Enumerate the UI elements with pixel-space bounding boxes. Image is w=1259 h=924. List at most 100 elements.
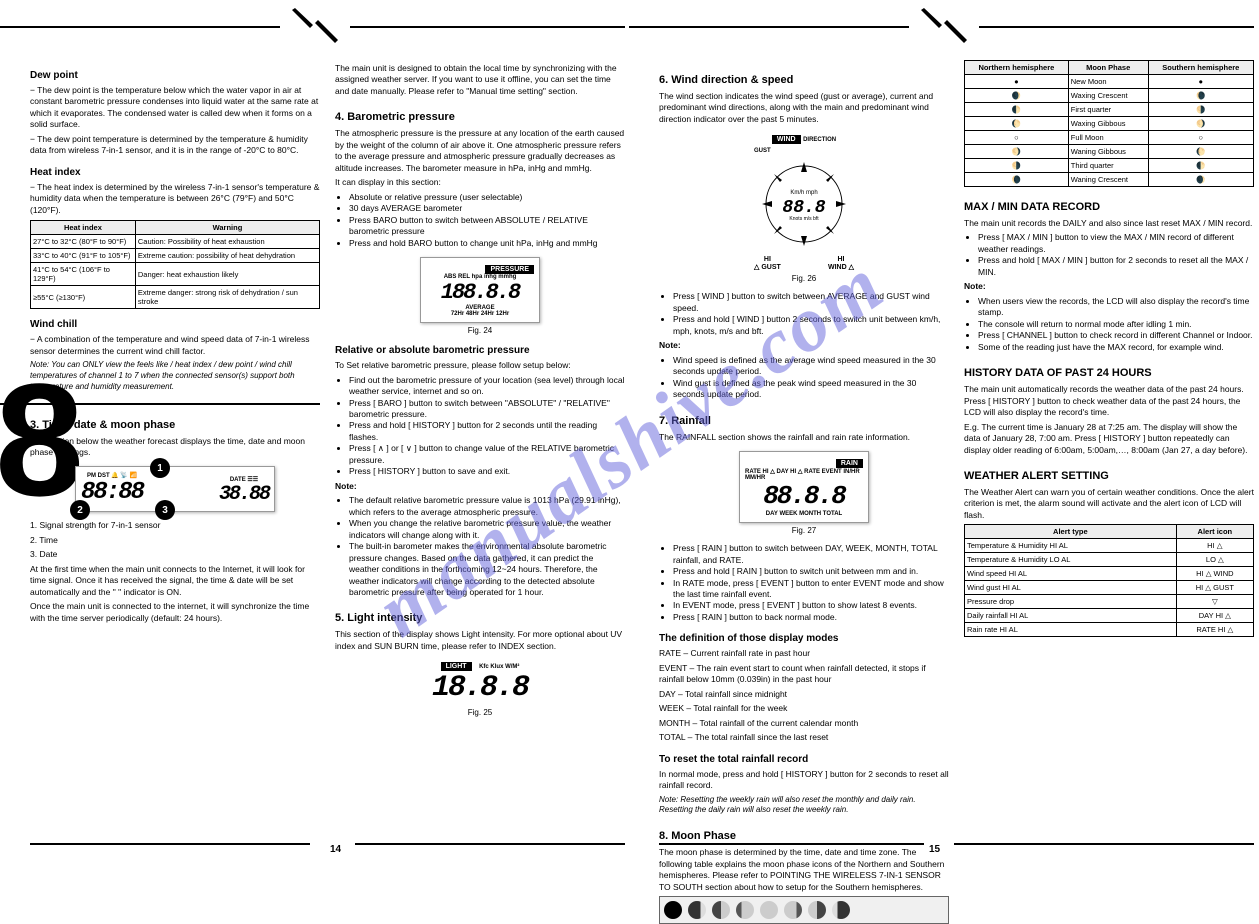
alert-r2: Temperature & Humidity LO AL xyxy=(965,553,1177,567)
maxmin-list: Press [ MAX / MIN ] button to view the M… xyxy=(978,232,1254,278)
def-week: WEEK – Total rainfall for the week xyxy=(659,703,949,714)
fig-wind-cap: Fig. 26 xyxy=(659,274,949,283)
moon-r4: Waxing Gibbous xyxy=(1068,117,1148,131)
heat-r4b: Extreme danger: strong risk of dehydrati… xyxy=(135,286,319,309)
alert-r1: Temperature & Humidity HI AL xyxy=(965,539,1177,553)
light-units: Kfc Klux W/M² xyxy=(479,664,519,670)
time-p3: Once the main unit is connected to the i… xyxy=(30,601,320,624)
note2-li3: The built-in barometer makes the environ… xyxy=(349,541,625,598)
relabs-li4: Press [ ∧ ] or [ ∨ ] button to change va… xyxy=(349,443,625,466)
relabs-list: Find out the barometric pressure of your… xyxy=(349,375,625,478)
wind-units2: Knots m/s bft xyxy=(789,216,819,222)
alert-p: The Weather Alert can warn you of certai… xyxy=(964,487,1254,521)
wind-digits-svg: 88.8 xyxy=(782,198,825,218)
rain-digits: 88.8.8 xyxy=(745,481,863,511)
s6-li2: Press and hold [ WIND ] button 2 seconds… xyxy=(673,314,949,337)
header-rule-right-2 xyxy=(979,26,1254,28)
page-number-right: 15 xyxy=(929,844,940,855)
relabs-li3: Press and hold [ HISTORY ] button for 2 … xyxy=(349,420,625,443)
def-total: TOTAL – The total rainfall since the las… xyxy=(659,732,949,743)
moon-wang-icon xyxy=(784,901,802,919)
pressure-digits: 188.8.8 xyxy=(426,280,534,305)
callout-2-label: 2. Time xyxy=(30,535,320,546)
rain-bottom: DAY WEEK MONTH TOTAL xyxy=(745,511,863,517)
column-d: Northern hemisphere Moon Phase Southern … xyxy=(964,60,1254,637)
moon-r1: New Moon xyxy=(1068,75,1148,89)
note-wind-list: Wind speed is defined as the average win… xyxy=(673,355,949,401)
header-rule-left-2 xyxy=(350,26,625,28)
maxmin-note-li4: Some of the reading just have the MAX re… xyxy=(978,342,1254,353)
heat-r3a: 41°C to 54°C (106°F to 129°F) xyxy=(31,263,136,286)
moon-new-icon xyxy=(664,901,682,919)
s6-li1: Press [ WIND ] button to switch between … xyxy=(673,291,949,314)
heat-index-p1: − The heat index is determined by the wi… xyxy=(30,182,320,216)
moon-phase-table: Northern hemisphere Moon Phase Southern … xyxy=(964,60,1254,187)
def-rate: RATE – Current rainfall rate in past hou… xyxy=(659,648,949,659)
alert-th1: Alert type xyxy=(965,525,1177,539)
moon-strip xyxy=(659,896,949,924)
moon-r5: Full Moon xyxy=(1068,131,1148,145)
note-wind-heading: Note: xyxy=(659,340,949,351)
maxmin-note-heading: Note: xyxy=(964,281,1254,292)
callout-1-label: 1. Signal strength for 7-in-1 sensor xyxy=(30,520,320,531)
s4-list: Absolute or relative pressure (user sele… xyxy=(349,192,625,249)
heat-index-table: Heat indexWarning 27°C to 32°C (80°F to … xyxy=(30,220,320,309)
maxmin-note-li1: When users view the records, the LCD wil… xyxy=(978,296,1254,319)
s4-li2: 30 days AVERAGE barometer xyxy=(349,203,625,214)
s7-p1: The RAINFALL section shows the rainfall … xyxy=(659,432,949,443)
maxmin-p1: The main unit records the DAILY and also… xyxy=(964,218,1254,229)
wind-units1: Km/h mph xyxy=(790,190,817,196)
section-divider xyxy=(0,403,320,405)
s4-li3: Press BARO button to switch between ABSO… xyxy=(349,215,625,238)
reset-title: To reset the total rainfall record xyxy=(659,754,949,765)
moon-r7: Third quarter xyxy=(1068,159,1148,173)
fig-pressure-cap: Fig. 24 xyxy=(335,326,625,335)
heat-r2b: Extreme caution: possibility of heat deh… xyxy=(135,249,319,263)
wind-header: WIND xyxy=(772,135,801,144)
reset-note: Note: Resetting the weekly rain will als… xyxy=(659,795,949,817)
time-p2: At the first time when the main unit con… xyxy=(30,564,320,598)
alert-r7: Rain rate HI AL xyxy=(965,623,1177,637)
note-feels-like: Note: You can ONLY view the feels like /… xyxy=(30,360,320,392)
section8-title: 8. Moon Phase xyxy=(659,830,949,842)
relabs-li1: Find out the barometric pressure of your… xyxy=(349,375,625,398)
maxmin-title: MAX / MIN DATA RECORD xyxy=(964,201,1254,213)
rain-header: RAIN xyxy=(836,459,863,468)
note-wind-li1: Wind speed is defined as the average win… xyxy=(673,355,949,378)
def-event: EVENT – The rain event start to count wh… xyxy=(659,663,949,686)
moon-fq-icon xyxy=(712,901,730,919)
relabs-li5: Press [ HISTORY ] button to save and exi… xyxy=(349,466,625,477)
s6-list: Press [ WIND ] button to switch between … xyxy=(673,291,949,337)
callout-3-label: 3. Date xyxy=(30,549,320,560)
s7-li5: Press [ RAIN ] button to back normal mod… xyxy=(673,612,949,623)
pressure-header: PRESSURE xyxy=(485,265,534,274)
alert-r3: Wind speed HI AL xyxy=(965,567,1177,581)
section5-title: 5. Light intensity xyxy=(335,612,625,624)
alert-r6: Daily rainfall HI AL xyxy=(965,609,1177,623)
heat-r1a: 27°C to 32°C (80°F to 90°F) xyxy=(31,235,136,249)
heat-th-idx: Heat index xyxy=(31,221,136,235)
s7-li4: In EVENT mode, press [ EVENT ] button to… xyxy=(673,600,949,611)
moon-r3: First quarter xyxy=(1068,103,1148,117)
light-header: LIGHT xyxy=(441,662,472,671)
s6-p1: The wind section indicates the wind spee… xyxy=(659,91,949,125)
header-rule-right xyxy=(629,26,909,28)
alert-r4: Wind gust HI AL xyxy=(965,581,1177,595)
note2-heading: Note: xyxy=(335,481,625,492)
heat-index-title: Heat index xyxy=(30,167,320,178)
heat-r4a: ≥55°C (≥130°F) xyxy=(31,286,136,309)
footer-rule-left-2 xyxy=(355,843,625,845)
maxmin-li2: Press and hold [ MAX / MIN ] button for … xyxy=(978,255,1254,278)
def-title: The definition of those display modes xyxy=(659,633,949,644)
def-day: DAY – Total rainfall since midnight xyxy=(659,689,949,700)
dew-point-p2: − The dew point temperature is determine… xyxy=(30,134,320,157)
heat-th-warn: Warning xyxy=(135,221,319,235)
column-a: Dew point − The dew point is the tempera… xyxy=(30,60,320,627)
relabs-p: To Set relative barometric pressure, ple… xyxy=(335,360,625,371)
section6-title: 6. Wind direction & speed xyxy=(659,74,949,86)
section4-title: 4. Barometric pressure xyxy=(335,111,625,123)
moon-waxc-icon xyxy=(688,901,706,919)
col-b-p0: The main unit is designed to obtain the … xyxy=(335,63,625,97)
reset-p: In normal mode, press and hold [ HISTORY… xyxy=(659,769,949,792)
moon-full-icon xyxy=(760,901,778,919)
